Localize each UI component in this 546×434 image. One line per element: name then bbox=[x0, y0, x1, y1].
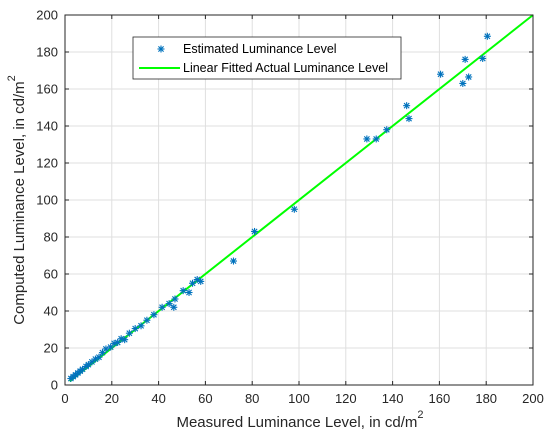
y-tick-label: 80 bbox=[44, 230, 58, 245]
data-point bbox=[363, 135, 371, 143]
x-axis-label: Measured Luminance Level, in cd/m2 bbox=[176, 409, 423, 431]
data-point bbox=[459, 79, 467, 87]
data-point bbox=[88, 358, 96, 366]
x-axis-label-sup: 2 bbox=[417, 409, 423, 421]
data-point bbox=[125, 329, 133, 337]
data-point bbox=[185, 289, 193, 296]
data-point bbox=[143, 316, 151, 324]
y-axis-label: Computed Luminance Level, in cd/m2 bbox=[6, 75, 28, 325]
legend-label-estimated: Estimated Luminance Level bbox=[183, 42, 337, 56]
data-point bbox=[461, 55, 469, 63]
data-point bbox=[479, 54, 487, 62]
data-point bbox=[95, 353, 103, 361]
data-point bbox=[229, 257, 237, 265]
x-tick-label: 180 bbox=[475, 391, 497, 406]
data-point bbox=[110, 339, 118, 347]
data-point bbox=[197, 277, 205, 285]
data-point bbox=[437, 70, 445, 78]
legend-label-fitted: Linear Fitted Actual Luminance Level bbox=[183, 61, 388, 75]
y-tick-label: 180 bbox=[36, 45, 58, 60]
data-point bbox=[121, 336, 129, 344]
data-point bbox=[189, 279, 197, 287]
data-point bbox=[171, 295, 179, 303]
x-tick-label: 140 bbox=[382, 391, 404, 406]
legend-box bbox=[132, 36, 402, 80]
y-tick-label: 160 bbox=[36, 82, 58, 97]
data-point bbox=[383, 126, 391, 134]
data-point bbox=[150, 311, 158, 319]
data-point bbox=[405, 115, 413, 123]
y-axis-label-sup: 2 bbox=[6, 75, 18, 81]
data-point bbox=[483, 32, 491, 40]
x-tick-label: 100 bbox=[288, 391, 310, 406]
y-tick-label: 40 bbox=[44, 304, 58, 319]
x-axis-ticks: 0 20 40 60 80 100 120 140 160 180 200 bbox=[61, 15, 544, 406]
data-point bbox=[372, 135, 380, 143]
x-tick-label: 200 bbox=[522, 391, 544, 406]
x-tick-label: 0 bbox=[61, 391, 68, 406]
y-tick-label: 140 bbox=[36, 119, 58, 134]
x-tick-label: 40 bbox=[151, 391, 165, 406]
x-tick-label: 20 bbox=[105, 391, 119, 406]
points-layer bbox=[67, 32, 491, 383]
data-point bbox=[170, 303, 178, 311]
y-tick-label: 60 bbox=[44, 267, 58, 282]
data-point bbox=[137, 322, 145, 330]
legend: Estimated Luminance Level Linear Fitted … bbox=[132, 36, 402, 80]
y-tick-label: 100 bbox=[36, 193, 58, 208]
y-tick-label: 20 bbox=[44, 341, 58, 356]
data-point bbox=[179, 287, 187, 295]
data-point bbox=[131, 325, 139, 333]
x-tick-label: 80 bbox=[245, 391, 259, 406]
y-axis-ticks: 0 20 40 60 80 100 120 140 160 180 200 bbox=[36, 8, 533, 393]
data-point bbox=[290, 205, 298, 213]
data-point bbox=[251, 227, 259, 235]
data-point bbox=[158, 303, 166, 311]
data-point bbox=[165, 300, 173, 308]
data-point bbox=[403, 102, 411, 110]
x-tick-label: 60 bbox=[198, 391, 212, 406]
y-tick-label: 200 bbox=[36, 8, 58, 23]
data-point bbox=[465, 73, 473, 81]
y-tick-label: 120 bbox=[36, 156, 58, 171]
x-tick-label: 120 bbox=[335, 391, 357, 406]
legend-marker-estimated bbox=[157, 45, 165, 53]
x-tick-label: 160 bbox=[429, 391, 451, 406]
y-tick-label: 0 bbox=[51, 378, 58, 393]
